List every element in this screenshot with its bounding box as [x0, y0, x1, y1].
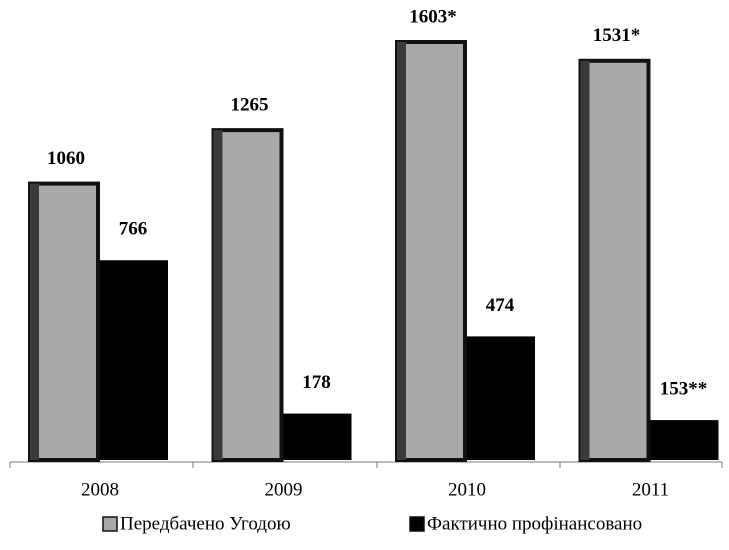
bar — [648, 420, 719, 460]
legend-label: Фактично профінансовано — [427, 513, 642, 534]
x-tick-label: 2009 — [265, 479, 303, 500]
bar-side — [30, 183, 39, 460]
bar — [28, 181, 100, 462]
legend-label: Передбачено Угодою — [120, 513, 291, 534]
bar-side — [580, 60, 590, 461]
bar — [98, 260, 168, 460]
value-label: 153** — [660, 378, 708, 399]
legend-swatch — [409, 516, 425, 532]
bar — [465, 336, 535, 460]
bar — [211, 128, 284, 462]
value-label: 1603* — [409, 6, 457, 27]
bar-side — [213, 130, 223, 460]
value-label: 1060 — [47, 148, 85, 169]
bar — [281, 413, 352, 460]
value-label: 1265 — [231, 94, 269, 115]
x-tick-label: 2010 — [448, 479, 486, 500]
bar — [395, 40, 467, 462]
value-label: 474 — [486, 295, 515, 316]
value-label: 1531* — [593, 25, 641, 46]
x-tick-label: 2011 — [632, 479, 669, 500]
value-label: 178 — [302, 372, 331, 393]
value-label: 766 — [119, 219, 148, 240]
bar — [578, 58, 651, 462]
x-tick-label: 2008 — [81, 479, 119, 500]
bar-side — [397, 42, 406, 460]
legend-swatch — [102, 516, 118, 532]
